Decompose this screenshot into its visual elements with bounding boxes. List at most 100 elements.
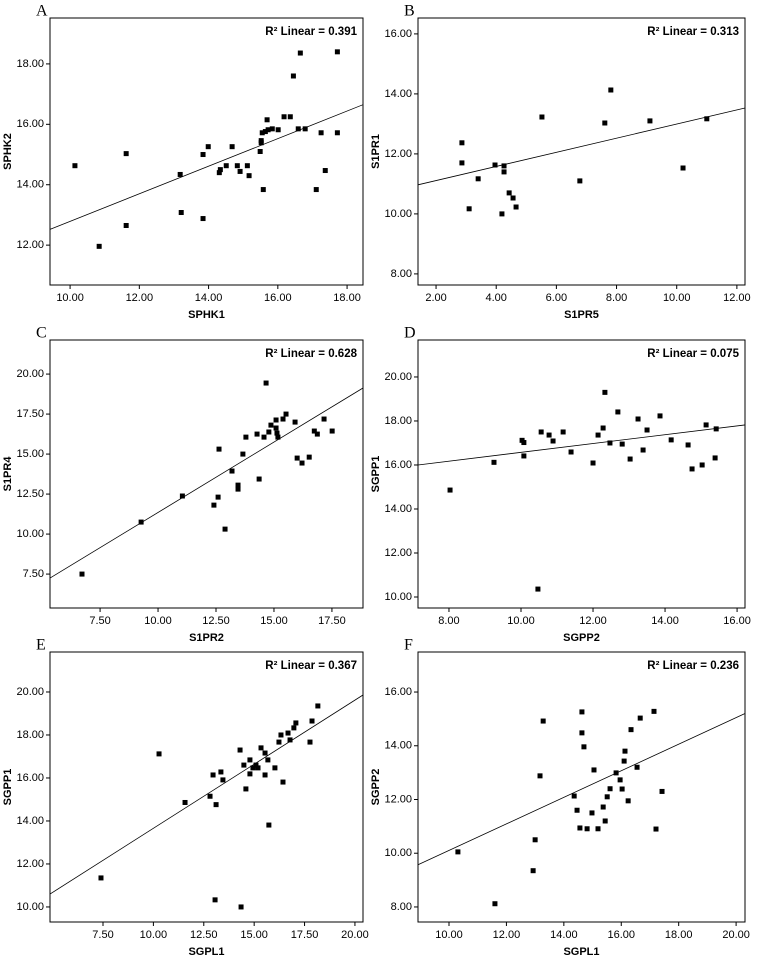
plot-area [49,651,364,923]
point [261,434,267,440]
point [243,786,249,792]
point [521,440,527,446]
point [447,487,453,493]
fit-line [417,424,746,466]
point [560,429,566,435]
point [275,127,281,133]
point [589,810,595,816]
point [322,168,328,174]
point [644,427,650,433]
point [602,389,608,395]
point [210,772,216,778]
point [268,422,274,428]
point [568,449,574,455]
x-tick-label: 2.00 [425,292,446,304]
point [619,786,625,792]
point [280,779,286,785]
point [607,786,613,792]
point [309,718,315,724]
point [699,462,705,468]
annotation: R² Linear = 0.075 [647,348,739,360]
point [235,482,241,488]
point [265,757,271,763]
point [213,802,219,808]
point [622,748,628,754]
y-tick-label: 16.00 [384,459,412,471]
y-tick-label: 18.00 [16,729,44,741]
point [220,777,226,783]
point [329,428,335,434]
point [256,476,262,482]
fit-line [417,107,746,186]
point [275,434,281,440]
point [628,727,634,733]
y-tick-label: 15.00 [16,448,44,460]
x-tick-label: 14.00 [651,615,679,627]
x-tick-label: 18.00 [665,929,693,941]
point [255,765,261,771]
point [539,114,545,120]
y-tick-label: 10.00 [384,591,412,603]
panel-letter: A [36,3,48,20]
y-tick-label: 14.00 [384,740,412,752]
fit-line [49,104,364,230]
point [223,163,229,169]
point [521,453,527,459]
point [235,486,241,492]
point [207,793,213,799]
point [685,442,691,448]
point [247,757,253,763]
point [98,875,104,881]
point [621,758,627,764]
point [689,466,695,472]
point [613,770,619,776]
point [506,190,512,196]
point [313,187,319,193]
point [538,429,544,435]
point [258,745,264,751]
point [704,116,710,122]
point [579,709,585,715]
point [274,430,280,436]
point [627,456,633,462]
point [640,447,646,453]
panel-letter: E [36,637,46,654]
point [211,502,217,508]
point [278,732,284,738]
x-tick-label: 10.00 [435,929,463,941]
x-tick-label: 15.00 [260,615,288,627]
point [250,765,256,771]
point [315,703,321,709]
point [334,49,340,55]
y-axis-title: S1PR1 [370,134,382,169]
point [263,380,269,386]
point [205,144,211,150]
panel-letter: C [36,325,47,342]
point [637,715,643,721]
point [266,822,272,828]
x-tick-label: 20.00 [341,929,369,941]
point [608,87,614,93]
point [281,114,287,120]
point [244,163,250,169]
y-tick-label: 20.00 [16,368,44,380]
point [607,440,613,446]
point [138,519,144,525]
point [595,826,601,832]
plot-area [417,651,746,923]
point [535,586,541,592]
x-tick-label: 10.00 [507,615,535,627]
y-axis-title: SPHK2 [2,133,14,170]
point [713,426,719,432]
point [600,804,606,810]
point [216,170,222,176]
x-tick-label: 8.00 [438,615,459,627]
x-tick-label: 16.00 [723,615,751,627]
x-axis-title: S1PR5 [564,309,599,321]
x-tick-label: 20.00 [722,929,750,941]
point [294,455,300,461]
point [156,751,162,757]
point [537,773,543,779]
point [546,432,552,438]
point [571,793,577,799]
